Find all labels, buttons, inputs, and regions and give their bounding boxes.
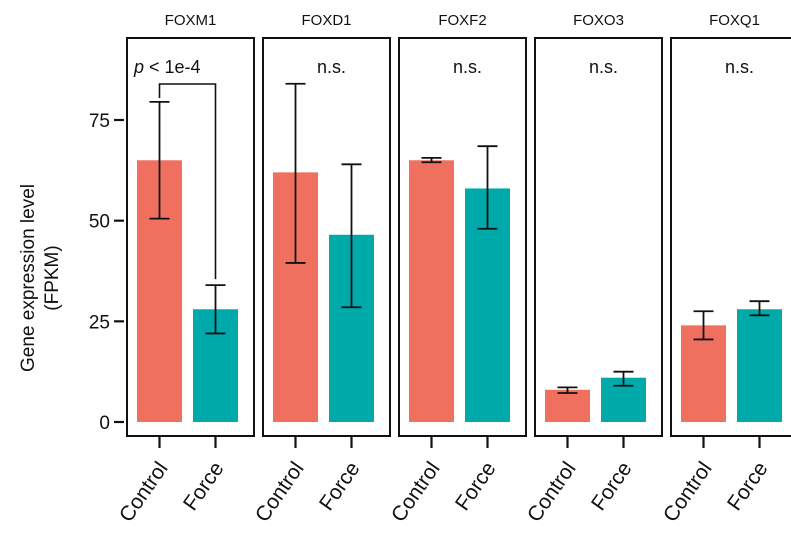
- facet-strip-label: FOXD1: [301, 12, 351, 29]
- facet-panel-foxm1: FOXM1 Control Force p < 1e-4: [115, 12, 255, 527]
- y-axis-title-line: (FPKM): [42, 245, 63, 310]
- significance-label: n.s.: [317, 57, 346, 77]
- panel-border: [398, 37, 527, 437]
- x-tick-label: Control: [523, 458, 581, 527]
- y-axis-title-line: Gene expression level: [18, 184, 39, 372]
- y-tick-label: 50: [89, 212, 110, 233]
- x-tick-label: Control: [251, 458, 309, 527]
- facet-panel-foxq1: FOXQ1 Control Force n.s.: [659, 12, 791, 526]
- facet-strip-label: FOXF2: [438, 12, 486, 29]
- y-tick-label: 75: [89, 111, 110, 132]
- panel-border: [670, 37, 791, 437]
- facet-panel-foxo3: FOXO3 Control Force n.s.: [523, 12, 663, 527]
- facet-strip-label: FOXO3: [573, 12, 624, 29]
- significance-label: n.s.: [725, 57, 754, 77]
- significance-label: n.s.: [453, 57, 482, 77]
- facet-panel-foxf2: FOXF2 Control Force n.s.: [387, 12, 527, 527]
- x-tick-label: Control: [115, 458, 173, 527]
- y-axis-title: Gene expression level (FPKM): [18, 184, 63, 372]
- panel-border: [534, 37, 663, 437]
- significance-label: n.s.: [589, 57, 618, 77]
- x-tick-label: Force: [723, 458, 773, 515]
- x-tick-label: Force: [587, 458, 637, 515]
- y-tick-label: 25: [89, 312, 110, 333]
- x-tick-label: Force: [451, 458, 501, 515]
- bar-control: [409, 160, 454, 422]
- facet-panel-foxd1: FOXD1 Control Force n.s.: [251, 12, 391, 527]
- x-tick-label: Force: [315, 458, 365, 515]
- x-tick-label: Force: [179, 458, 229, 515]
- bar-control: [545, 389, 590, 422]
- significance-label: p < 1e-4: [133, 57, 201, 77]
- panel-border: [262, 37, 391, 437]
- bar-force: [737, 309, 782, 422]
- facet-strip-label: FOXQ1: [709, 12, 760, 29]
- panel-border: [126, 37, 255, 437]
- significance-bracket: [158, 83, 217, 280]
- y-tick-label: 0: [99, 413, 110, 434]
- bar-control: [681, 325, 726, 422]
- facet-strip-label: FOXM1: [165, 12, 217, 29]
- y-axis: 0 25 50 75: [89, 111, 124, 434]
- x-tick-label: Control: [659, 458, 717, 527]
- x-tick-label: Control: [387, 458, 445, 527]
